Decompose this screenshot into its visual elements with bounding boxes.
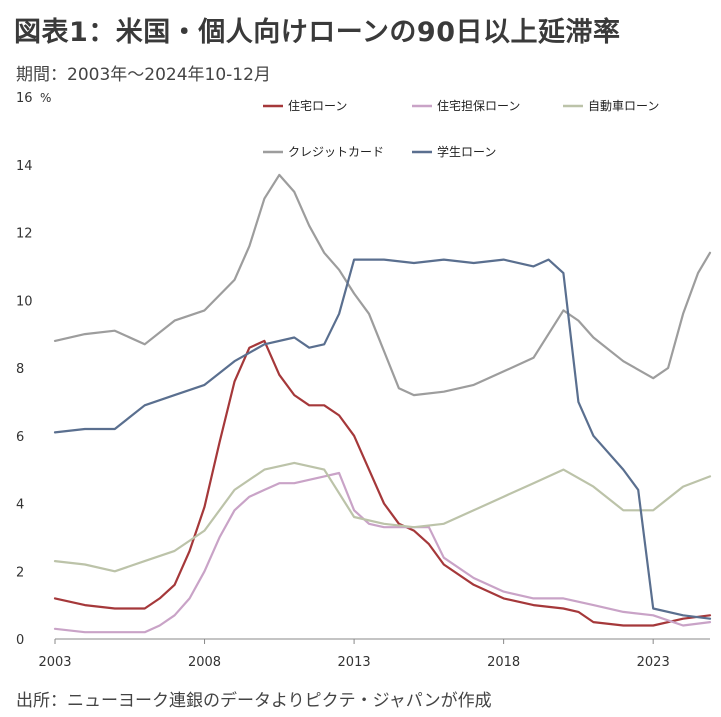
y-tick-label: 4	[16, 498, 24, 513]
chart-title: 図表1：米国・個人向けローンの90日以上延滞率	[14, 17, 621, 48]
series-line-4	[53, 258, 712, 620]
line-chart: 16 14 12 10 8 6 4 2 0% 2003 2008 2013 2018 2023 住宅ローン…	[16, 91, 712, 670]
y-tick-label: 16	[16, 91, 33, 106]
x-tick-label: 2008	[188, 655, 221, 670]
y-tick-label: 10	[16, 294, 33, 309]
legend-label: クレジットカード	[288, 145, 384, 159]
y-tick-label: 0	[16, 633, 24, 648]
legend-label: 住宅担保ローン	[437, 98, 520, 113]
y-tick-label: 2	[16, 565, 24, 580]
y-unit-label: %	[40, 91, 51, 105]
x-tick-label: 2018	[487, 655, 520, 670]
y-tick-label: 12	[16, 227, 33, 242]
axes: 16 14 12 10 8 6 4 2 0% 2003 2008 2013 2018 2023	[16, 91, 710, 670]
series-line-0	[53, 339, 712, 627]
series-lines	[53, 173, 712, 634]
legend-label: 自動車ローン	[588, 99, 659, 113]
x-tick-label: 2023	[637, 655, 670, 670]
period-label: 期間：2003年～2024年10-12月	[16, 65, 271, 85]
legend-label: 学生ローン	[437, 144, 496, 159]
legend-label: 住宅ローン	[288, 98, 347, 113]
series-line-1	[53, 471, 712, 634]
y-tick-label: 8	[16, 362, 24, 377]
series-line-3	[53, 173, 712, 397]
series-line-2	[53, 461, 712, 573]
y-tick-label: 14	[16, 159, 33, 174]
x-tick-label: 2013	[338, 655, 371, 670]
y-tick-label: 6	[16, 430, 24, 445]
source-note: 出所：ニューヨーク連銀のデータよりピクテ・ジャパンが作成	[16, 691, 492, 711]
x-tick-label: 2003	[38, 655, 71, 670]
